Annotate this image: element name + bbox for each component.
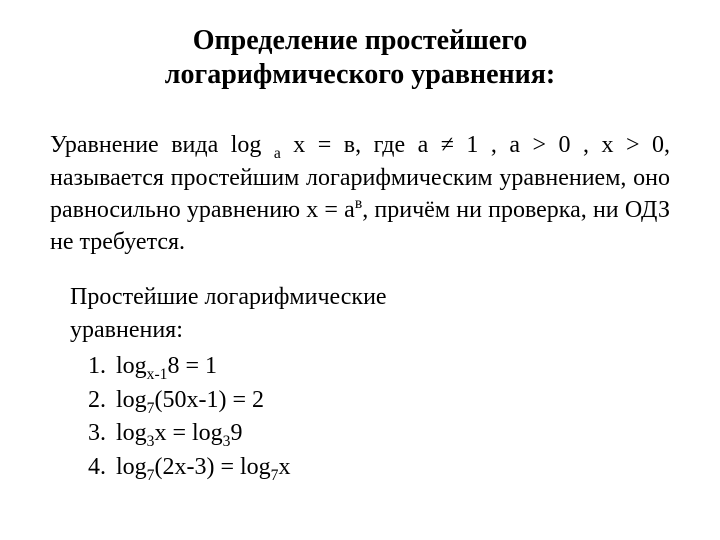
- title-line-2: логарифмического уравнения:: [165, 59, 555, 90]
- title-line-1: Определение простейшего: [193, 25, 528, 56]
- examples-list: logх-18 = 1 log7(50х-1) = 2 log3х = log3…: [70, 350, 670, 484]
- examples-heading-line-2: уравнения:: [70, 317, 183, 343]
- list-item: log7(50х-1) = 2: [112, 384, 670, 418]
- list-item: log3х = log39: [112, 417, 670, 451]
- list-item: logх-18 = 1: [112, 350, 670, 384]
- definition-sub-a: а: [274, 145, 281, 162]
- examples-block: Простейшие логарифмические уравнения: lo…: [50, 281, 670, 485]
- eq-text: log: [116, 353, 147, 379]
- eq-text: log: [116, 387, 147, 413]
- eq-text: log: [116, 454, 147, 480]
- eq-sub: х-1: [147, 366, 168, 383]
- definition-paragraph: Уравнение вида log а х = в, где а ≠ 1 , …: [50, 129, 670, 259]
- eq-text: х = log: [154, 420, 222, 446]
- eq-text: х: [278, 454, 290, 480]
- eq-text: 9: [230, 420, 242, 446]
- page-title: Определение простейшего логарифмического…: [50, 24, 670, 91]
- examples-heading-line-1: Простейшие логарифмические: [70, 284, 387, 310]
- examples-heading: Простейшие логарифмические уравнения:: [70, 281, 670, 348]
- slide: Определение простейшего логарифмического…: [0, 0, 720, 540]
- eq-text: (2х-3) = log: [154, 454, 270, 480]
- eq-text: 8 = 1: [167, 353, 217, 379]
- definition-text-1: Уравнение вида log: [50, 132, 274, 158]
- list-item: log7(2х-3) = log7х: [112, 451, 670, 485]
- eq-text: (50х-1) = 2: [154, 387, 264, 413]
- eq-text: log: [116, 420, 147, 446]
